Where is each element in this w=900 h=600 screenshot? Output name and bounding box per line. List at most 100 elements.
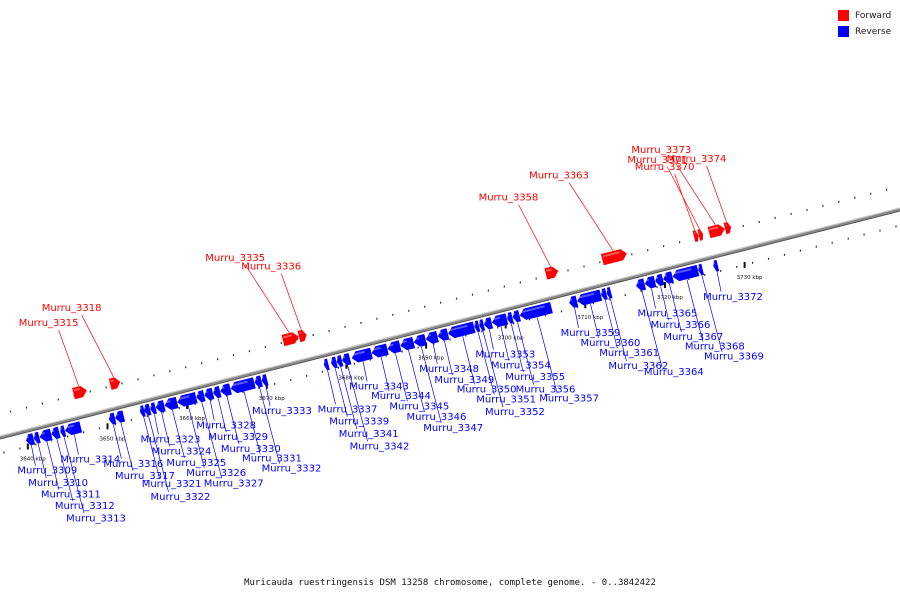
gene-shape[interactable]	[261, 374, 269, 386]
gene-murru_3317[interactable]	[114, 410, 126, 424]
gene-murru_3345[interactable]	[387, 340, 402, 355]
gene-murru_3364[interactable]	[635, 278, 647, 292]
gene-label[interactable]: Murru_3326	[186, 468, 246, 479]
gene-shape[interactable]	[519, 302, 553, 321]
gene-murru_3331[interactable]	[230, 377, 256, 395]
gene-shape[interactable]	[662, 271, 674, 285]
gene-murru_3367[interactable]	[662, 271, 674, 285]
gene-label[interactable]: Murru_3315	[19, 318, 79, 329]
gene-shape[interactable]	[606, 286, 613, 299]
gene-murru_3337[interactable]	[323, 358, 330, 371]
gene-shape[interactable]	[281, 331, 300, 347]
gene-murru_3349[interactable]	[437, 328, 450, 342]
gene-shape[interactable]	[644, 275, 657, 289]
gene-label[interactable]: Murru_3337	[318, 405, 378, 416]
gene-murru_3316[interactable]	[108, 412, 117, 425]
gene-shape[interactable]	[506, 311, 514, 324]
gene-murru_3357[interactable]	[519, 302, 553, 321]
gene-label[interactable]: Murru_3352	[485, 407, 545, 418]
gene-shape[interactable]	[600, 248, 628, 266]
gene-murru_3309[interactable]	[25, 433, 36, 446]
gene-label[interactable]: Murru_3373	[631, 145, 691, 156]
gene-shape[interactable]	[635, 278, 647, 292]
gene-murru_3354[interactable]	[491, 313, 509, 328]
gene-murru_3371[interactable]	[697, 229, 705, 241]
gene-murru_3322[interactable]	[143, 403, 152, 416]
gene-murru_3336[interactable]	[297, 329, 308, 343]
gene-murru_3341[interactable]	[336, 355, 344, 368]
gene-shape[interactable]	[219, 383, 232, 397]
gene-label[interactable]: Murru_3341	[339, 429, 399, 440]
gene-shape[interactable]	[351, 347, 373, 364]
gene-shape[interactable]	[387, 340, 402, 355]
gene-murru_3315[interactable]	[72, 385, 87, 400]
gene-label[interactable]: Murru_3328	[196, 420, 256, 431]
gene-label[interactable]: Murru_3312	[55, 501, 115, 512]
gene-shape[interactable]	[59, 425, 67, 438]
gene-murru_3355[interactable]	[506, 311, 514, 324]
gene-murru_3327[interactable]	[195, 390, 206, 403]
gene-label[interactable]: Murru_3360	[581, 338, 641, 349]
gene-shape[interactable]	[723, 222, 732, 235]
gene-label[interactable]: Murru_3370	[635, 162, 695, 173]
gene-shape[interactable]	[491, 313, 509, 328]
gene-murru_3312[interactable]	[50, 426, 61, 439]
gene-label[interactable]: Murru_3309	[17, 466, 77, 477]
gene-label[interactable]: Murru_3361	[599, 348, 659, 359]
gene-label[interactable]: Murru_3367	[663, 332, 723, 343]
gene-shape[interactable]	[155, 400, 166, 413]
gene-shape[interactable]	[139, 405, 146, 417]
gene-shape[interactable]	[114, 410, 126, 424]
gene-murru_3351[interactable]	[473, 320, 481, 333]
gene-label[interactable]: Murru_3357	[539, 393, 599, 404]
gene-shape[interactable]	[33, 431, 41, 444]
gene-label[interactable]: Murru_3372	[703, 292, 763, 303]
gene-label[interactable]: Murru_3323	[141, 434, 201, 445]
gene-murru_3314[interactable]	[64, 421, 83, 436]
gene-label[interactable]: Murru_3351	[476, 394, 536, 405]
gene-label[interactable]: Murru_3329	[208, 432, 268, 443]
gene-label[interactable]: Murru_3356	[516, 384, 576, 395]
gene-shape[interactable]	[600, 288, 608, 301]
gene-shape[interactable]	[697, 263, 705, 276]
gene-shape[interactable]	[108, 412, 117, 425]
gene-shape[interactable]	[143, 403, 152, 416]
gene-shape[interactable]	[149, 402, 158, 415]
gene-label[interactable]: Murru_3371	[627, 155, 687, 166]
gene-murru_3318[interactable]	[108, 377, 121, 390]
gene-murru_3363[interactable]	[600, 248, 628, 266]
gene-label[interactable]: Murru_3345	[389, 401, 449, 412]
gene-label[interactable]: Murru_3313	[66, 513, 126, 524]
gene-murru_3339[interactable]	[330, 356, 338, 369]
gene-murru_3333[interactable]	[261, 374, 269, 386]
gene-shape[interactable]	[672, 264, 700, 282]
gene-murru_3373[interactable]	[707, 223, 726, 239]
gene-shape[interactable]	[230, 377, 256, 395]
gene-label[interactable]: Murru_3327	[204, 478, 264, 489]
gene-shape[interactable]	[254, 375, 263, 388]
gene-murru_3372[interactable]	[712, 259, 720, 272]
gene-label[interactable]: Murru_3342	[350, 441, 410, 452]
gene-shape[interactable]	[323, 358, 330, 371]
gene-murru_3360[interactable]	[576, 289, 603, 307]
gene-shape[interactable]	[512, 310, 522, 323]
gene-murru_3347[interactable]	[413, 333, 428, 347]
gene-label[interactable]: Murru_3321	[142, 479, 202, 490]
gene-label[interactable]: Murru_3347	[423, 423, 483, 434]
gene-shape[interactable]	[72, 385, 87, 400]
gene-shape[interactable]	[330, 356, 338, 369]
gene-label[interactable]: Murru_3368	[685, 342, 745, 353]
gene-shape[interactable]	[176, 392, 198, 407]
gene-shape[interactable]	[297, 329, 308, 343]
gene-murru_3321[interactable]	[139, 405, 146, 417]
gene-shape[interactable]	[712, 259, 720, 272]
gene-shape[interactable]	[413, 333, 428, 347]
gene-label[interactable]: Murru_3348	[419, 364, 479, 375]
gene-murru_3361[interactable]	[600, 288, 608, 301]
gene-label[interactable]: Murru_3343	[349, 382, 409, 393]
gene-label[interactable]: Murru_3317	[115, 471, 175, 482]
gene-shape[interactable]	[50, 426, 61, 439]
gene-shape[interactable]	[437, 328, 450, 342]
gene-murru_3370[interactable]	[692, 230, 700, 243]
gene-label[interactable]: Murru_3324	[152, 447, 212, 458]
